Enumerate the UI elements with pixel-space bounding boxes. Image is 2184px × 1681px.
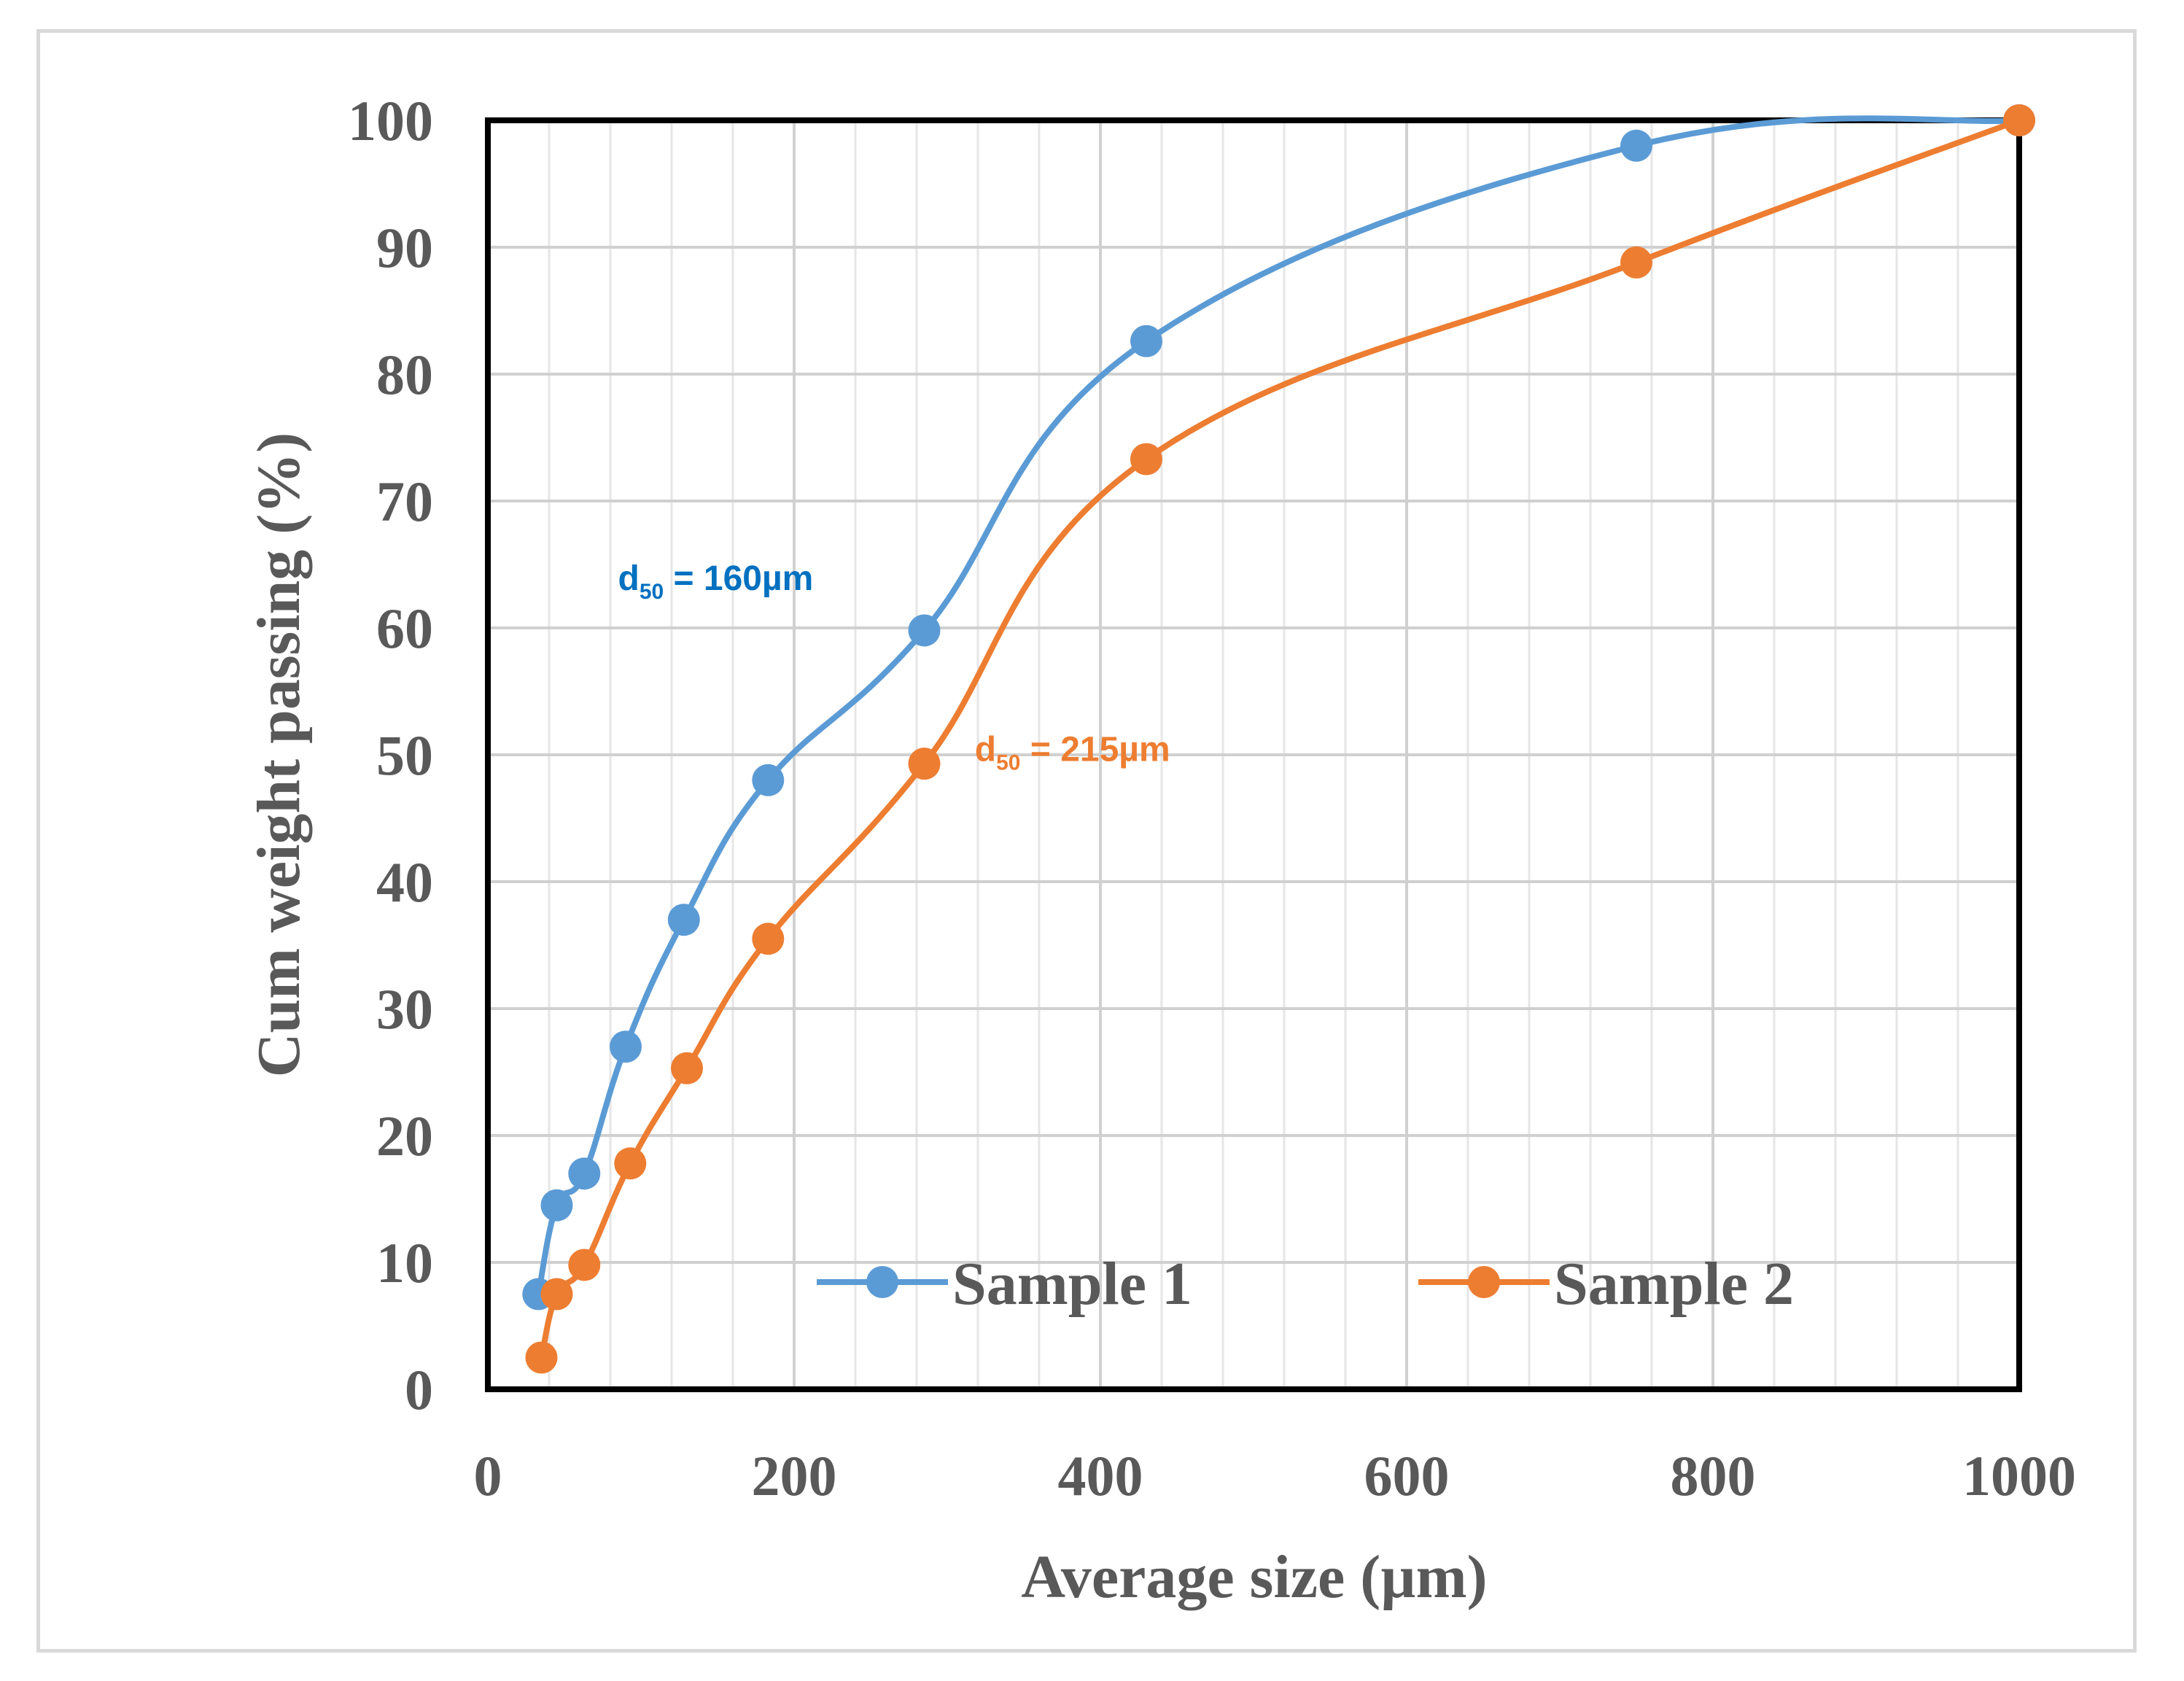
y-tick-label: 80 <box>376 343 433 406</box>
data-point-sample-1 <box>667 904 700 936</box>
data-point-sample-2 <box>671 1052 703 1084</box>
d50-sample-1-label: d50 = 160µm <box>618 559 814 604</box>
legend-label-sample-2: Sample 2 <box>1554 1250 1794 1318</box>
x-tick-label: 800 <box>1671 1444 1756 1507</box>
plot-area-border <box>485 117 2022 1392</box>
x-tick-label: 200 <box>752 1444 837 1507</box>
y-tick-label: 0 <box>405 1358 433 1421</box>
x-tick-label: 600 <box>1364 1444 1450 1507</box>
y-tick-label: 60 <box>376 597 433 660</box>
x-tick-label: 400 <box>1058 1444 1143 1507</box>
data-point-sample-1 <box>752 764 785 796</box>
data-point-sample-2 <box>1130 443 1162 475</box>
data-point-sample-2 <box>908 748 941 780</box>
y-tick-label: 100 <box>348 89 433 152</box>
y-tick-label: 50 <box>376 723 433 787</box>
x-tick-label: 0 <box>474 1444 502 1507</box>
y-axis-title: Cum weight passing (%) <box>245 432 313 1077</box>
data-point-sample-2 <box>2003 104 2035 136</box>
chart-frame <box>36 29 2137 1653</box>
data-point-sample-2 <box>540 1278 573 1311</box>
data-point-sample-1 <box>908 614 941 647</box>
y-tick-label: 70 <box>376 470 433 533</box>
data-point-sample-2 <box>752 923 785 955</box>
data-point-sample-2 <box>525 1341 558 1374</box>
legend: Sample 1 Sample 2 <box>817 1250 1794 1318</box>
y-tick-label: 30 <box>376 977 433 1041</box>
x-axis-title: Average size (µm) <box>1021 1543 1487 1611</box>
data-point-sample-2 <box>568 1249 601 1281</box>
data-point-sample-1 <box>540 1189 573 1222</box>
series-line-sample-1 <box>535 115 2020 1295</box>
y-tick-label: 20 <box>376 1104 433 1168</box>
data-point-sample-1 <box>1130 325 1162 357</box>
d50-sample-2-label: d50 = 215µm <box>975 731 1170 775</box>
data-point-sample-2 <box>1620 246 1652 279</box>
y-tick-label: 40 <box>376 850 433 914</box>
data-point-sample-1 <box>610 1030 642 1063</box>
series-line-sample-2 <box>538 117 2021 1359</box>
legend-marker-sample-2 <box>1468 1266 1500 1298</box>
y-tick-label: 10 <box>376 1231 433 1294</box>
y-tick-label: 90 <box>376 216 433 279</box>
legend-marker-sample-1 <box>866 1266 898 1298</box>
data-point-sample-2 <box>614 1147 647 1180</box>
data-point-sample-1 <box>568 1157 601 1190</box>
legend-label-sample-1: Sample 1 <box>952 1250 1192 1318</box>
data-point-sample-1 <box>1620 129 1652 162</box>
x-tick-label: 1000 <box>1962 1444 2076 1507</box>
